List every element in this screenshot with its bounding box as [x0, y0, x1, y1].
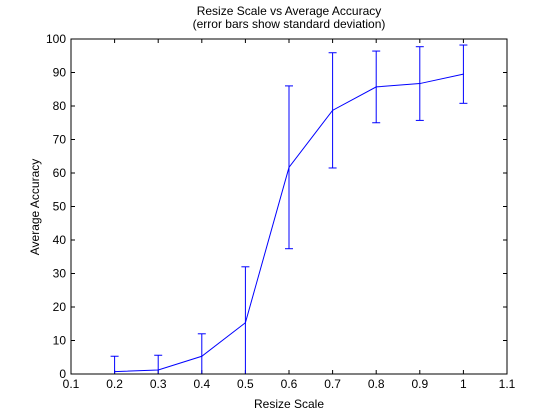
x-tick-label: 1.1	[499, 377, 516, 391]
y-tick-label: 0	[59, 367, 66, 381]
data-point	[114, 371, 116, 373]
x-tick-label: 0.1	[63, 377, 80, 391]
y-tick-label: 50	[53, 200, 67, 214]
y-tick-label: 100	[46, 32, 66, 46]
y-tick-label: 60	[53, 166, 67, 180]
data-point	[375, 86, 377, 88]
chart-title: Resize Scale vs Average Accuracy	[197, 4, 382, 18]
series-layer	[110, 44, 468, 375]
y-tick-label: 70	[53, 133, 67, 147]
x-tick-label: 0.7	[324, 377, 341, 391]
x-tick-label: 1	[460, 377, 467, 391]
tick-layer: 0.1 0.2 0.3 0.4 0.5 0.6 0.7 0.8 0.9 1 1.1 0 10 20 30 40…	[46, 32, 516, 391]
x-tick-label: 0.3	[150, 377, 167, 391]
data-point	[332, 109, 334, 111]
chart-subtitle: (error bars show standard deviation)	[193, 17, 386, 31]
data-point	[244, 322, 246, 324]
x-tick-label: 0.2	[106, 377, 123, 391]
x-tick-label: 0.4	[193, 377, 210, 391]
y-tick-label: 40	[53, 233, 67, 247]
data-point	[201, 355, 203, 357]
x-tick-label: 0.6	[281, 377, 298, 391]
y-tick-label: 90	[53, 66, 67, 80]
y-tick-label: 80	[53, 99, 67, 113]
y-tick-label: 20	[53, 300, 67, 314]
data-point	[419, 82, 421, 85]
y-tick-label: 30	[53, 267, 67, 281]
x-axis-label: Resize Scale	[254, 397, 324, 411]
x-tick-label: 0.9	[411, 377, 428, 391]
x-tick-label: 0.8	[368, 377, 385, 391]
data-point	[462, 73, 464, 75]
y-axis-label: Average Accuracy	[28, 159, 42, 256]
data-point	[288, 166, 290, 168]
data-point	[157, 369, 159, 371]
plot-frame	[70, 38, 508, 375]
y-tick-label: 10	[53, 334, 67, 348]
x-tick-label: 0.5	[237, 377, 254, 391]
